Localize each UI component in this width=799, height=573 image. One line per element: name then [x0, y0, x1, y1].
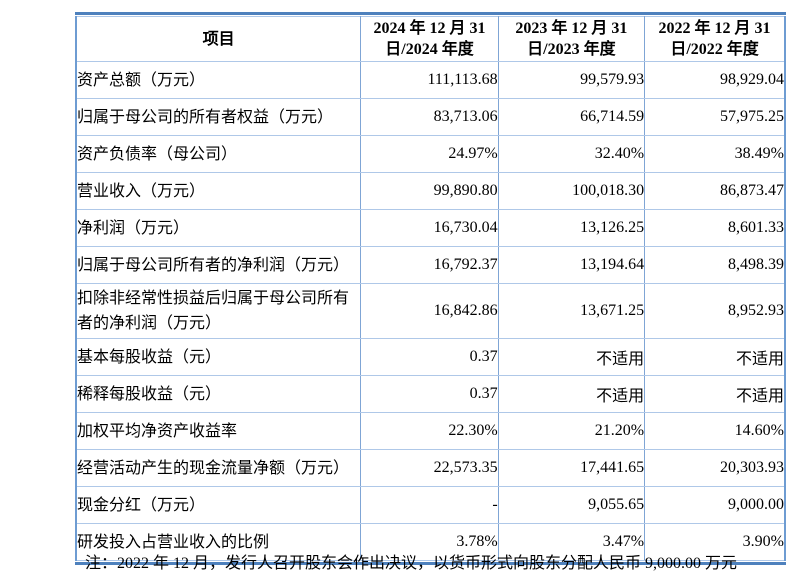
header-cell-2023: 2023 年 12 月 31 日/2023 年度 — [497, 16, 646, 62]
row-label-cell: 资产总额（万元） — [75, 61, 362, 99]
table-row: 归属于母公司的所有者权益（万元） 83,713.06 66,714.59 57,… — [75, 98, 786, 136]
row-label-cell: 加权平均净资产收益率 — [75, 412, 362, 450]
value-cell-2024: 16,792.37 — [360, 246, 499, 284]
header-2022-line1: 2022 年 12 月 31 — [658, 20, 771, 37]
value-cell-2023: 9,055.65 — [497, 486, 646, 524]
row-label-cell: 稀释每股收益（元） — [75, 375, 362, 413]
value-cell-2024: 99,890.80 — [360, 172, 499, 210]
value-cell-2024: 16,730.04 — [360, 209, 499, 247]
table-row: 稀释每股收益（元） 0.37 不适用 不适用 — [75, 375, 786, 413]
header-2022-line2: 日/2022 年度 — [670, 41, 759, 58]
document-page: { "colors": { "outer_border_blue": "#4E8… — [75, 12, 786, 572]
table-row: 资产总额（万元） 111,113.68 99,579.93 98,929.04 — [75, 61, 786, 99]
value-cell-2023: 99,579.93 — [497, 61, 646, 99]
value-cell-2023: 66,714.59 — [497, 98, 646, 136]
row-label-cell: 经营活动产生的现金流量净额（万元） — [75, 449, 362, 487]
header-2023-line2: 日/2023 年度 — [527, 41, 616, 58]
row-label-cell: 现金分红（万元） — [75, 486, 362, 524]
value-cell-2023: 13,671.25 — [497, 283, 646, 339]
header-cell-2024: 2024 年 12 月 31 日/2024 年度 — [360, 16, 499, 62]
footnote-partially-clipped: 注：2022 年 12 月，发行人召开股东会作出决议，以货币形式向股东分配人民币… — [85, 555, 738, 572]
header-item-label: 项目 — [202, 30, 235, 48]
table-row: 经营活动产生的现金流量净额（万元） 22,573.35 17,441.65 20… — [75, 449, 786, 487]
value-cell-2024: - — [360, 486, 499, 524]
table-row: 加权平均净资产收益率 22.30% 21.20% 14.60% — [75, 412, 786, 450]
row-label-cell: 归属于母公司的所有者权益（万元） — [75, 98, 362, 136]
value-cell-2023: 13,194.64 — [497, 246, 646, 284]
value-cell-2024: 24.97% — [360, 135, 499, 173]
value-cell-2023: 不适用 — [497, 375, 646, 413]
value-cell-2022: 不适用 — [644, 375, 786, 413]
table-row: 研发投入占营业收入的比例 3.78% 3.47% 3.90% — [75, 523, 786, 561]
value-cell-2022: 3.90% — [644, 523, 786, 561]
table-row: 基本每股收益（元） 0.37 不适用 不适用 — [75, 338, 786, 376]
value-cell-2024: 22,573.35 — [360, 449, 499, 487]
value-cell-2023: 21.20% — [497, 412, 646, 450]
value-cell-2022: 20,303.93 — [644, 449, 786, 487]
row-label-cell: 归属于母公司所有者的净利润（万元） — [75, 246, 362, 284]
header-2024-line1: 2024 年 12 月 31 — [373, 20, 486, 37]
value-cell-2024: 0.37 — [360, 338, 499, 376]
value-cell-2024: 22.30% — [360, 412, 499, 450]
value-cell-2024: 16,842.86 — [360, 283, 499, 339]
value-cell-2022: 8,952.93 — [644, 283, 786, 339]
financial-summary-table-frame: 项目 2024 年 12 月 31 日/2024 年度 2023 年 12 月 … — [75, 12, 786, 565]
row-label-cell: 资产负债率（母公司） — [75, 135, 362, 173]
value-cell-2023: 32.40% — [497, 135, 646, 173]
value-cell-2022: 8,601.33 — [644, 209, 786, 247]
header-2023-line1: 2023 年 12 月 31 — [515, 20, 628, 37]
header-cell-2022: 2022 年 12 月 31 日/2022 年度 — [644, 16, 786, 62]
value-cell-2022: 不适用 — [644, 338, 786, 376]
value-cell-2022: 14.60% — [644, 412, 786, 450]
row-label-cell: 净利润（万元） — [75, 209, 362, 247]
row-label-cell: 营业收入（万元） — [75, 172, 362, 210]
value-cell-2022: 9,000.00 — [644, 486, 786, 524]
table-row: 营业收入（万元） 99,890.80 100,018.30 86,873.47 — [75, 172, 786, 210]
row-label-cell: 研发投入占营业收入的比例 — [75, 523, 362, 561]
header-cell-item: 项目 — [75, 16, 362, 62]
value-cell-2023: 100,018.30 — [497, 172, 646, 210]
value-cell-2024: 83,713.06 — [360, 98, 499, 136]
value-cell-2023: 13,126.25 — [497, 209, 646, 247]
value-cell-2024: 3.78% — [360, 523, 499, 561]
table-row: 归属于母公司所有者的净利润（万元） 16,792.37 13,194.64 8,… — [75, 246, 786, 284]
value-cell-2022: 57,975.25 — [644, 98, 786, 136]
value-cell-2022: 38.49% — [644, 135, 786, 173]
value-cell-2023: 17,441.65 — [497, 449, 646, 487]
value-cell-2024: 111,113.68 — [360, 61, 499, 99]
financial-summary-table: 项目 2024 年 12 月 31 日/2024 年度 2023 年 12 月 … — [75, 16, 786, 561]
value-cell-2022: 86,873.47 — [644, 172, 786, 210]
table-row: 现金分红（万元） - 9,055.65 9,000.00 — [75, 486, 786, 524]
value-cell-2024: 0.37 — [360, 375, 499, 413]
table-row: 资产负债率（母公司） 24.97% 32.40% 38.49% — [75, 135, 786, 173]
header-2024-line2: 日/2024 年度 — [385, 41, 474, 58]
value-cell-2022: 98,929.04 — [644, 61, 786, 99]
value-cell-2023: 不适用 — [497, 338, 646, 376]
row-label-cell: 扣除非经常性损益后归属于母公司所有者的净利润（万元） — [75, 283, 362, 339]
table-row: 扣除非经常性损益后归属于母公司所有者的净利润（万元） 16,842.86 13,… — [75, 283, 786, 339]
value-cell-2022: 8,498.39 — [644, 246, 786, 284]
table-row: 净利润（万元） 16,730.04 13,126.25 8,601.33 — [75, 209, 786, 247]
row-label-cell: 基本每股收益（元） — [75, 338, 362, 376]
header-row: 项目 2024 年 12 月 31 日/2024 年度 2023 年 12 月 … — [75, 16, 786, 62]
